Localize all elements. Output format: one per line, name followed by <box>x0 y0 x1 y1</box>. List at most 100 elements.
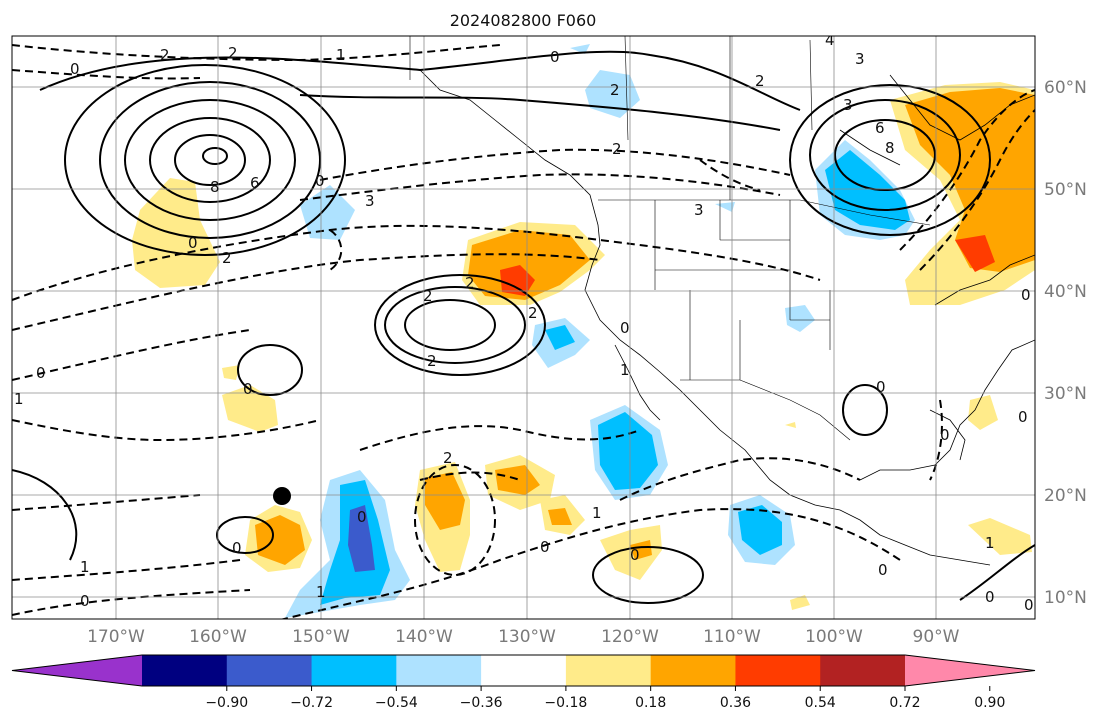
anomaly-patch <box>548 508 572 525</box>
contour-label: 8 <box>885 139 895 157</box>
anomaly-patch <box>600 525 662 580</box>
anomaly-patch <box>790 595 810 610</box>
lat-label: 40°N <box>1044 282 1087 302</box>
contour-solid <box>299 94 781 131</box>
location-marker <box>273 487 291 505</box>
contour-label: 0 <box>80 592 90 610</box>
contour-label: 0 <box>357 508 367 526</box>
contour-dashed <box>699 159 761 191</box>
colorbar-segment <box>820 655 906 686</box>
contour-label: 2 <box>755 72 765 90</box>
contour-label: 0 <box>876 378 886 396</box>
colorbar-segment <box>311 655 397 686</box>
plot-area: 2 1 0 2 0 3 4 2 3 6 8 2 6 8 0 2 0 3 2 3 … <box>12 36 1035 619</box>
contours <box>12 50 1035 604</box>
coastline <box>929 409 966 461</box>
contour-dashed <box>12 559 241 581</box>
longitude-labels: 170°W 160°W 150°W 140°W 130°W 120°W 110°… <box>87 627 960 647</box>
border <box>654 200 831 380</box>
contour-solid <box>842 384 888 436</box>
colorbar-segment <box>565 655 652 686</box>
contour-solid <box>834 119 936 191</box>
contour-label: 6 <box>875 119 885 137</box>
contour-dashed <box>279 508 901 619</box>
contour-label: 0 <box>70 60 80 78</box>
contour-solid <box>374 274 546 376</box>
contour-solid <box>202 147 228 165</box>
contour-label: 0 <box>36 364 46 382</box>
coastline <box>859 339 1035 481</box>
anomaly-patch <box>955 235 995 272</box>
contour-label: 3 <box>365 192 375 210</box>
colorbar-tick-label: 0.18 <box>635 695 666 711</box>
contour-dashed <box>12 589 251 616</box>
anomaly-patch <box>570 44 640 118</box>
contour-label: 2 <box>423 287 433 305</box>
anomaly-patch <box>500 265 535 296</box>
contour-label: 1 <box>80 558 90 576</box>
anomaly-patch <box>738 505 782 555</box>
contour-label: 2 <box>465 274 475 292</box>
colorbar: −0.90 −0.72 −0.54 −0.36 −0.18 0.18 0.36 0.54 0.7… <box>11 654 1036 711</box>
border <box>680 379 851 441</box>
contour-solid <box>12 469 78 561</box>
colorbar-extend-high <box>905 655 1035 686</box>
contour-label: 0 <box>940 426 950 444</box>
lat-label: 10°N <box>1044 588 1087 608</box>
contour-dashed <box>414 464 496 576</box>
colorbar-tick-label: −0.90 <box>205 695 248 711</box>
contour-label: 0 <box>630 546 640 564</box>
colorbar-outline <box>11 654 1036 687</box>
anomaly-patch <box>425 472 465 530</box>
colorbar-tick-label: 0.90 <box>974 695 1005 711</box>
contour-solid <box>404 299 496 351</box>
colorbar-tick-label: 0.72 <box>889 695 920 711</box>
contour-label: 2 <box>222 249 232 267</box>
contour-dashed <box>359 425 641 451</box>
contour-dashed <box>12 253 601 331</box>
contour-dashed <box>12 329 251 381</box>
colorbar-segment <box>650 655 736 686</box>
contour-label: 0 <box>232 539 242 557</box>
contour-label: 0 <box>985 588 995 606</box>
lon-label: 90°W <box>913 627 960 647</box>
contour-labels: 2 1 0 2 0 3 4 2 3 6 8 2 6 8 0 2 0 3 2 3 … <box>14 36 1034 614</box>
lat-label: 60°N <box>1044 78 1087 98</box>
lat-label: 50°N <box>1044 180 1087 200</box>
contour-solid <box>237 344 303 396</box>
contour-label: 2 <box>612 140 622 158</box>
contour-label: 1 <box>620 361 630 379</box>
anomaly-patch <box>598 412 658 490</box>
contour-label: 0 <box>878 561 888 579</box>
contour-dashed <box>899 89 1035 251</box>
colorbar-tick-label: 0.36 <box>720 695 751 711</box>
lon-label: 130°W <box>498 627 556 647</box>
anomaly-patch <box>785 305 815 332</box>
contour-label: 2 <box>610 81 620 99</box>
anomaly-patch <box>968 395 998 430</box>
lon-label: 140°W <box>395 627 453 647</box>
lon-label: 150°W <box>292 627 350 647</box>
contour-dashed <box>419 471 521 481</box>
lon-label: 120°W <box>601 627 659 647</box>
colorbar-tick-label: −0.72 <box>290 695 333 711</box>
contour-solid <box>174 134 246 186</box>
colorbar-segment <box>735 655 821 686</box>
contour-solid <box>959 544 1035 601</box>
contour-dashed <box>12 69 201 80</box>
contour-solid <box>124 99 296 221</box>
contour-label: 8 <box>210 178 220 196</box>
contour-solid <box>39 50 801 111</box>
contour-label: 2 <box>528 304 538 322</box>
contour-solid <box>64 64 346 256</box>
coastline <box>614 344 661 421</box>
anomaly-patch <box>905 88 1035 272</box>
contour-label: 0 <box>540 538 550 556</box>
contour-label: 2 <box>228 44 238 62</box>
contour-label: 2 <box>443 449 453 467</box>
coastline <box>839 129 901 166</box>
anomaly-patch <box>468 230 590 300</box>
lon-label: 100°W <box>805 627 863 647</box>
contour-dashed <box>319 148 791 181</box>
contour-label: 0 <box>1018 408 1028 426</box>
